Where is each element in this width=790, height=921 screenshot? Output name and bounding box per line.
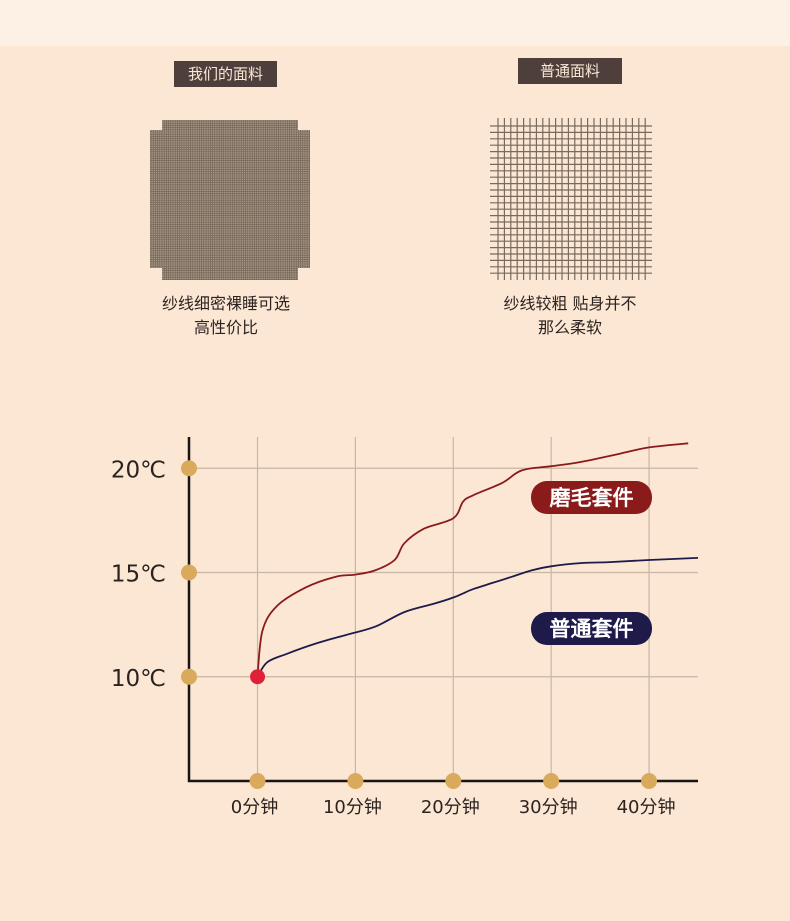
common-fabric-caption-line1: 纱线较粗 贴身并不 [503, 294, 637, 313]
series-brushed-line [256, 442, 689, 677]
fine-fabric-threads [150, 120, 310, 280]
y-tick-marker-2 [181, 460, 197, 477]
x-tick-label-1: 10分钟 [323, 797, 382, 818]
x-tick-marker-4 [641, 773, 658, 789]
common-fabric-caption: 纱线较粗 贴身并不 那么柔软 [450, 292, 690, 340]
x-tick-label-2: 20分钟 [421, 797, 480, 818]
x-tick-label-4: 40分钟 [617, 797, 676, 818]
series-regular-line [256, 557, 699, 678]
our-fabric-label: 我们的面料 [174, 61, 277, 87]
start-point-marker [250, 669, 266, 685]
legend-badge-regular-text: 普通套件 [550, 617, 634, 641]
x-tick-label-3: 30分钟 [519, 797, 578, 818]
legend-badge-brushed-text: 磨毛套件 [550, 486, 634, 510]
top-band [0, 0, 790, 46]
y-tick-label-2: 20℃ [111, 457, 166, 483]
fine-fabric-swatch [150, 120, 310, 280]
x-tick-marker-0 [249, 773, 266, 789]
y-tick-marker-1 [181, 564, 197, 581]
legend-badge-brushed [531, 481, 652, 514]
x-tick-marker-3 [543, 773, 560, 789]
our-fabric-caption-line2: 高性价比 [193, 318, 258, 337]
x-tick-label-0: 0分钟 [231, 797, 278, 818]
y-tick-marker-0 [181, 668, 197, 685]
y-tick-label-0: 10℃ [111, 666, 166, 692]
coarse-fabric-swatch [490, 118, 652, 280]
common-fabric-label: 普通面料 [518, 58, 622, 84]
x-tick-marker-1 [347, 773, 364, 789]
y-tick-label-1: 15℃ [111, 562, 166, 588]
common-fabric-caption-line2: 那么柔软 [537, 318, 602, 337]
coarse-fabric-threads [490, 118, 652, 280]
legend-badge-regular [531, 612, 652, 645]
our-fabric-caption-line1: 纱线细密裸睡可选 [161, 294, 290, 313]
x-tick-marker-2 [445, 773, 462, 789]
our-fabric-caption: 纱线细密裸睡可选 高性价比 [106, 292, 346, 340]
